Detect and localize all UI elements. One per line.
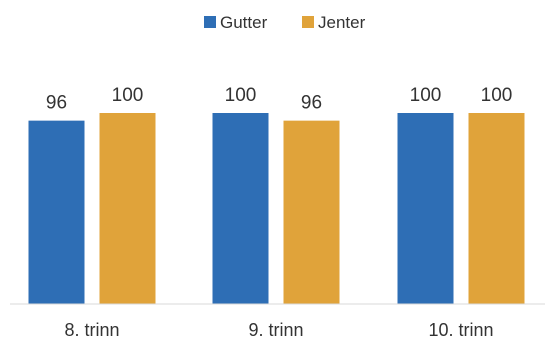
legend: Gutter Jenter — [204, 13, 366, 32]
data-label-jenter-1: 100 — [112, 85, 144, 106]
x-tick-label: 8. trinn — [64, 320, 119, 340]
bar-gutter-3 — [397, 113, 454, 304]
data-labels: 96 100 100 96 100 100 — [46, 85, 512, 114]
bars — [28, 113, 525, 304]
bar-jenter-3 — [468, 113, 525, 304]
legend-label-jenter: Jenter — [318, 13, 366, 32]
x-axis-tick-labels: 8. trinn 9. trinn 10. trinn — [64, 320, 493, 340]
data-label-jenter-3: 100 — [481, 85, 513, 106]
legend-swatch-gutter — [204, 16, 216, 28]
data-label-gutter-1: 96 — [46, 93, 67, 114]
data-label-jenter-2: 96 — [301, 93, 322, 114]
data-label-gutter-3: 100 — [410, 85, 442, 106]
x-tick-label: 10. trinn — [428, 320, 493, 340]
bar-gutter-2 — [212, 113, 269, 304]
bar-gutter-1 — [28, 120, 85, 304]
bar-jenter-1 — [99, 113, 156, 304]
x-tick-label: 9. trinn — [248, 320, 303, 340]
legend-swatch-jenter — [302, 16, 314, 28]
legend-label-gutter: Gutter — [220, 13, 268, 32]
data-label-gutter-2: 100 — [225, 85, 257, 106]
legend-item-gutter: Gutter — [204, 13, 268, 32]
legend-item-jenter: Jenter — [302, 13, 366, 32]
bar-jenter-2 — [283, 120, 340, 304]
